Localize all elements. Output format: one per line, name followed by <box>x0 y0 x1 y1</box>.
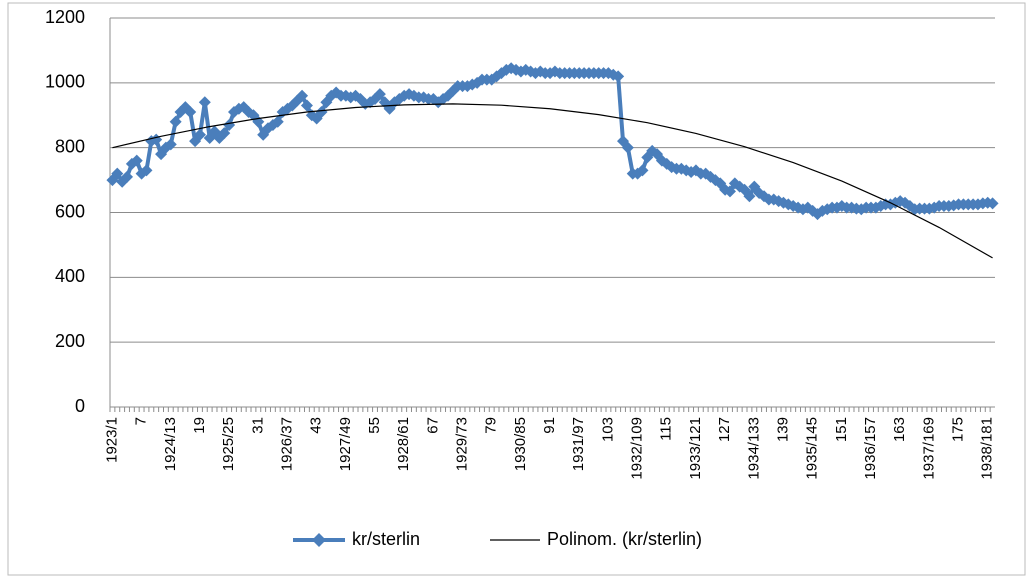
x-tick-label: 67 <box>424 417 441 434</box>
y-tick-label: 800 <box>55 136 85 156</box>
series-marker <box>612 70 625 83</box>
series-marker <box>636 164 649 177</box>
series-marker <box>121 170 134 183</box>
x-tick-label: 1937/169 <box>920 417 937 480</box>
x-tick-label: 1925/25 <box>220 417 237 471</box>
x-tick-label: 1926/37 <box>278 417 295 471</box>
x-tick-label: 139 <box>774 417 791 442</box>
series-marker <box>116 175 129 188</box>
x-tick-label: 151 <box>833 417 850 442</box>
x-tick-label: 103 <box>599 417 616 442</box>
series-marker <box>140 164 153 177</box>
x-tick-label: 1934/133 <box>745 417 762 480</box>
series-marker <box>621 141 634 154</box>
x-tick-label: 1927/49 <box>337 417 354 471</box>
x-tick-label: 1932/109 <box>629 417 646 480</box>
series-marker <box>184 106 197 119</box>
series-marker <box>505 62 518 75</box>
x-tick-label: 115 <box>658 417 675 441</box>
x-tick-label: 163 <box>891 417 908 442</box>
y-tick-label: 600 <box>55 201 85 221</box>
x-tick-label: 1938/181 <box>979 417 996 480</box>
y-tick-label: 400 <box>55 266 85 286</box>
x-tick-label: 19 <box>191 417 208 434</box>
series-marker <box>164 138 177 151</box>
x-tick-label: 1930/85 <box>512 417 529 471</box>
series-marker <box>743 190 756 203</box>
series-marker <box>247 109 260 122</box>
x-tick-label: 175 <box>949 417 966 442</box>
series-marker <box>373 88 386 101</box>
x-tick-label: 91 <box>541 417 558 434</box>
y-tick-label: 1200 <box>45 7 85 27</box>
x-tick-label: 1929/73 <box>454 417 471 471</box>
series-marker <box>986 197 999 210</box>
y-tick-label: 200 <box>55 331 85 351</box>
legend-label: Polinom. (kr/sterlin) <box>547 529 702 549</box>
trend-line <box>112 103 993 259</box>
series-marker <box>723 185 736 198</box>
x-tick-label: 43 <box>308 417 325 434</box>
x-tick-label: 1923/1 <box>103 417 120 463</box>
legend-marker <box>312 533 326 547</box>
x-tick-label: 1931/97 <box>570 417 587 471</box>
series-marker <box>111 167 124 180</box>
x-tick-label: 1935/145 <box>804 417 821 480</box>
series-marker <box>223 118 236 131</box>
series-marker <box>300 99 313 112</box>
series-marker <box>169 115 182 128</box>
x-tick-label: 55 <box>366 417 383 434</box>
chart-frame <box>7 2 1026 576</box>
series-marker <box>198 96 211 109</box>
x-tick-label: 1924/13 <box>162 417 179 471</box>
y-tick-label: 1000 <box>45 72 85 92</box>
legend-label: kr/sterlin <box>352 529 420 549</box>
x-tick-label: 1936/157 <box>862 417 879 480</box>
series-marker <box>296 89 309 102</box>
series-marker <box>218 127 231 140</box>
series-marker <box>193 128 206 141</box>
x-tick-label: 127 <box>716 417 733 442</box>
x-tick-label: 7 <box>133 417 150 425</box>
series-marker <box>130 154 143 167</box>
y-tick-label: 0 <box>75 396 85 416</box>
x-tick-label: 31 <box>249 417 266 434</box>
series-marker <box>315 106 328 119</box>
series-marker <box>271 115 284 128</box>
x-tick-label: 1928/61 <box>395 417 412 471</box>
x-tick-label: 1933/121 <box>687 417 704 480</box>
x-tick-label: 79 <box>483 417 500 434</box>
